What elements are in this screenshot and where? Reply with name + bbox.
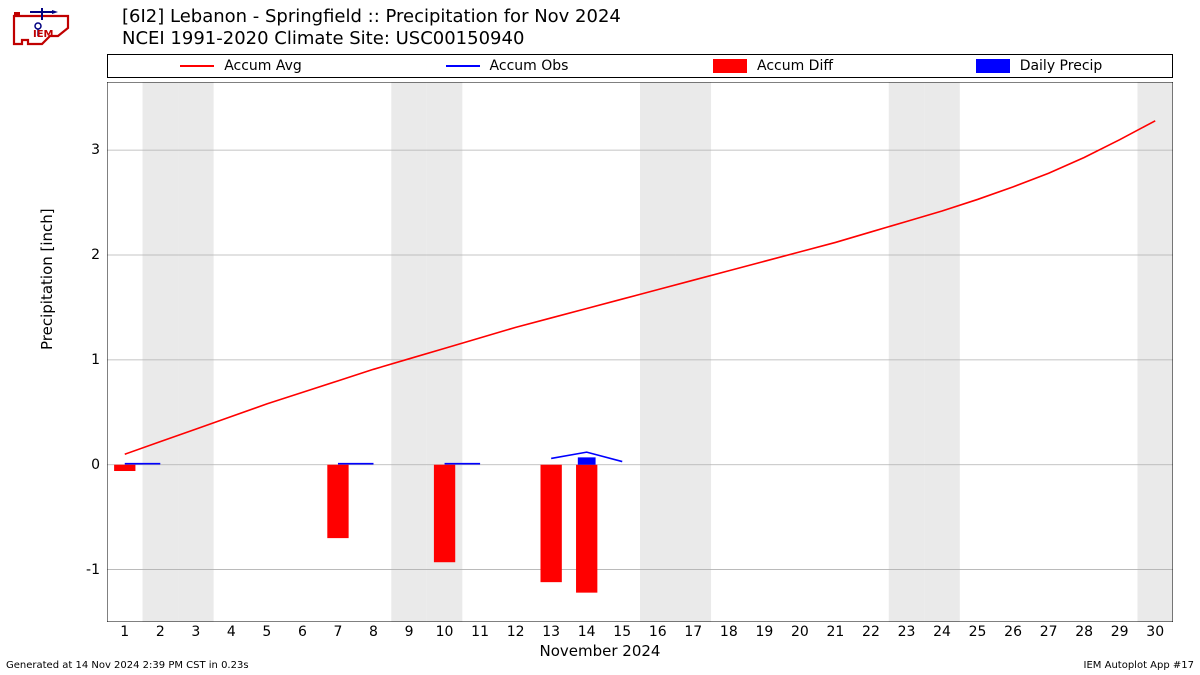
footer-generated: Generated at 14 Nov 2024 2:39 PM CST in … [6,660,249,671]
legend-label: Daily Precip [1020,58,1103,74]
legend-item-accum-avg: Accum Avg [108,58,374,74]
xtick-label: 2 [156,624,165,640]
legend-item-accum-obs: Accum Obs [374,58,640,74]
xtick-label: 18 [720,624,738,640]
ytick-label: 0 [60,457,100,473]
xtick-label: 28 [1075,624,1093,640]
xtick-label: 20 [791,624,809,640]
ytick-label: 3 [60,142,100,158]
xtick-label: 13 [542,624,560,640]
xtick-label: 8 [369,624,378,640]
chart-subtitle: NCEI 1991-2020 Climate Site: USC00150940 [122,28,524,49]
xtick-label: 10 [436,624,454,640]
ytick-label: 2 [60,247,100,263]
legend-label: Accum Obs [490,58,569,74]
xtick-label: 27 [1040,624,1058,640]
y-axis-label: Precipitation [inch] [38,208,56,350]
xtick-label: 1 [120,624,129,640]
svg-text:IEM: IEM [33,29,54,40]
legend: Accum Avg Accum Obs Accum Diff Daily Pre… [107,54,1173,78]
xtick-label: 9 [405,624,414,640]
legend-swatch [180,65,214,67]
xtick-label: 25 [969,624,987,640]
xtick-label: 22 [862,624,880,640]
footer-app: IEM Autoplot App #17 [1084,660,1194,671]
legend-label: Accum Avg [224,58,302,74]
x-axis-label: November 2024 [0,642,1200,660]
xtick-label: 16 [649,624,667,640]
xtick-label: 29 [1111,624,1129,640]
xtick-label: 12 [507,624,525,640]
xtick-label: 14 [578,624,596,640]
xtick-label: 3 [191,624,200,640]
legend-item-accum-diff: Accum Diff [640,58,906,74]
chart-container: IEM [6I2] Lebanon - Springfield :: Preci… [0,0,1200,675]
legend-swatch [713,59,747,73]
legend-label: Accum Diff [757,58,833,74]
xtick-label: 6 [298,624,307,640]
xtick-label: 7 [333,624,342,640]
xtick-label: 21 [827,624,845,640]
legend-swatch [976,59,1010,73]
xtick-label: 11 [471,624,489,640]
xtick-label: 19 [755,624,773,640]
ytick-label: 1 [60,352,100,368]
legend-item-daily-precip: Daily Precip [906,58,1172,74]
legend-swatch [446,65,480,67]
iem-logo-icon: IEM [8,6,78,50]
xtick-label: 5 [262,624,271,640]
xtick-label: 30 [1146,624,1164,640]
xtick-label: 24 [933,624,951,640]
xtick-label: 4 [227,624,236,640]
xtick-label: 26 [1004,624,1022,640]
plot-area [107,82,1173,622]
chart-title: [6I2] Lebanon - Springfield :: Precipita… [122,6,621,27]
xtick-label: 23 [898,624,916,640]
ytick-label: -1 [60,562,100,578]
xtick-label: 17 [684,624,702,640]
xtick-label: 15 [613,624,631,640]
